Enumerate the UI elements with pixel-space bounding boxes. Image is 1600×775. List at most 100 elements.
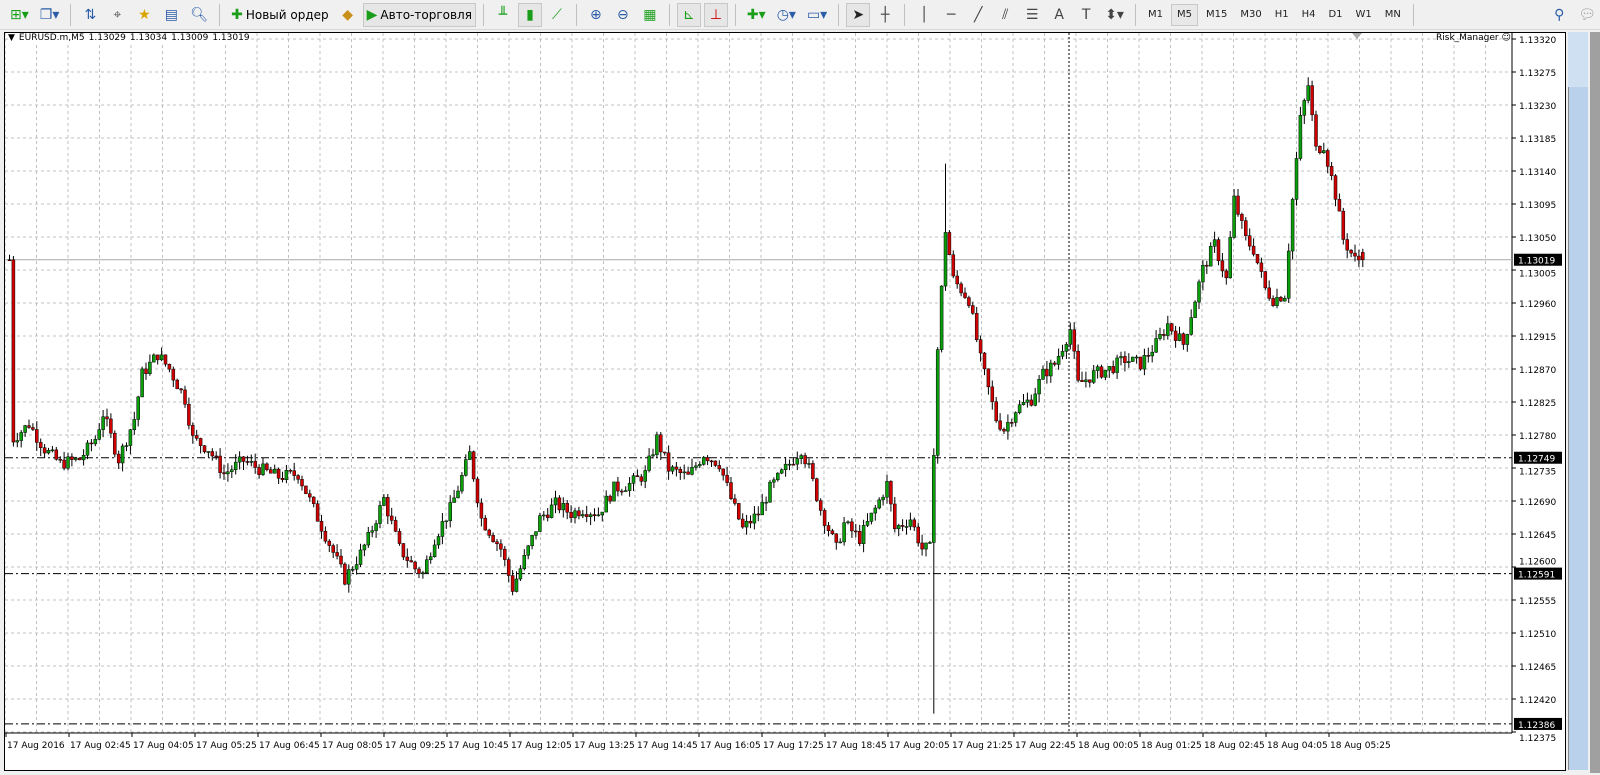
favorites-button[interactable]: ★ — [132, 3, 156, 27]
tf-mn[interactable]: MN — [1384, 9, 1401, 20]
tf-d1[interactable]: D1 — [1328, 9, 1343, 20]
candle-bear — [7, 259, 12, 261]
candle-bull — [581, 514, 585, 517]
terminal-button[interactable]: ▤ — [159, 3, 183, 27]
candle-bull — [1017, 404, 1022, 413]
horizontal-line-button[interactable]: ─ — [939, 3, 963, 27]
candle-bear — [510, 575, 515, 592]
cursor-button[interactable]: ➤ — [846, 2, 871, 27]
candle-bull — [378, 505, 382, 524]
candle-bull — [467, 451, 472, 460]
terminal-icon: ▤ — [164, 6, 178, 23]
candle-bear — [994, 401, 998, 422]
new-chart-button[interactable]: ⊞▾ — [6, 3, 33, 27]
candle-bull — [744, 520, 749, 528]
level-price-label-bg — [1514, 717, 1562, 730]
crosshair-button[interactable]: ┼ — [873, 3, 897, 27]
vertical-line-button[interactable]: │ — [912, 3, 936, 27]
text-label-icon: T — [1081, 6, 1091, 23]
candle-bull — [1290, 199, 1295, 252]
metaeditor-button[interactable]: ◆ — [336, 3, 360, 27]
tile-windows-icon: ▦ — [643, 6, 657, 23]
candle-bull — [600, 511, 605, 516]
profiles-button[interactable]: ❐▾ — [36, 3, 64, 27]
trendline-button[interactable]: ╱ — [966, 3, 990, 27]
candle-bull — [456, 490, 460, 499]
crosshair-icon: ┼ — [880, 6, 890, 23]
zoom-out-icon: ⊖ — [617, 6, 629, 23]
candle-bear — [916, 526, 920, 544]
new-order-button[interactable]: ✚ Новый ордер — [227, 3, 333, 27]
tf-m15[interactable]: M15 — [1205, 9, 1228, 20]
candle-bear — [194, 435, 199, 439]
candle-bear — [77, 457, 82, 461]
zoom-in-button[interactable]: ⊕ — [584, 3, 608, 27]
chat-icon: 💬︎ — [1578, 6, 1596, 23]
candle-bull — [81, 454, 86, 461]
time-label: 17 Aug 17:25 — [763, 741, 824, 751]
strategy-tester-button[interactable]: 🔍︎ — [186, 3, 212, 27]
chat-button[interactable]: 💬︎ — [1574, 3, 1600, 27]
candle-bull — [425, 559, 429, 573]
window-edge — [1590, 32, 1600, 773]
indicators-button[interactable]: ✚▾ — [743, 3, 770, 27]
bar-chart-button[interactable]: ╨ — [491, 3, 515, 27]
candle-bull — [698, 464, 702, 467]
candle-bear — [620, 490, 624, 493]
price-tick-label: 1.12825 — [1519, 399, 1556, 409]
fibonacci-button[interactable]: ☰ — [1020, 3, 1044, 27]
candle-bear — [822, 510, 827, 526]
periods-button[interactable]: ◷▾ — [773, 3, 800, 27]
vertical-scrollbar[interactable] — [1568, 32, 1588, 770]
candle-bear — [319, 521, 324, 532]
candle-bear — [179, 388, 183, 391]
candle-bear — [62, 459, 66, 469]
chart-menu-triangle-icon[interactable]: ▼ — [8, 33, 15, 43]
zoom-out-button[interactable]: ⊖ — [611, 3, 635, 27]
candle-bear — [144, 368, 148, 374]
chart-shift-button[interactable]: ⊥ — [703, 2, 728, 27]
tf-w1[interactable]: W1 — [1355, 9, 1372, 20]
price-chart[interactable]: 1.13320 1.13275 1.13230 1.13185 1.13140 1.130… — [4, 33, 1567, 772]
templates-button[interactable]: ▭▾ — [803, 3, 831, 27]
equidistant-channel-button[interactable]: ⫽ — [993, 3, 1017, 27]
tf-m30[interactable]: M30 — [1240, 9, 1262, 20]
tf-m5[interactable]: M5 — [1170, 3, 1198, 26]
line-chart-button[interactable]: ⟋ — [545, 3, 569, 27]
candle-bull — [935, 349, 940, 456]
time-label: 17 Aug 04:05 — [133, 741, 194, 751]
tf-m1[interactable]: M1 — [1147, 9, 1163, 20]
candle-bull — [514, 578, 519, 592]
tf-h1[interactable]: H1 — [1274, 9, 1289, 20]
candle-bear — [967, 297, 971, 306]
tile-windows-button[interactable]: ▦ — [638, 3, 662, 27]
market-watch-button[interactable]: ⇅ — [78, 3, 102, 27]
candle-bear — [327, 540, 332, 546]
navigator-button[interactable]: ⌖ — [105, 3, 129, 27]
auto-trading-button[interactable]: ▶ Авто-торговля — [362, 2, 476, 27]
candle-bull — [1283, 298, 1287, 302]
candle-bear — [565, 503, 569, 513]
high-value: 1.13034 — [129, 33, 168, 43]
search-button[interactable]: ⚲ — [1547, 3, 1571, 27]
candle-bear — [471, 451, 476, 480]
tf-h4[interactable]: H4 — [1301, 9, 1316, 20]
text-label-button[interactable]: T — [1074, 3, 1098, 27]
chart-window[interactable]: 1.13320 1.13275 1.13230 1.13185 1.13140 1.130… — [4, 32, 1566, 771]
text-button[interactable]: A — [1047, 3, 1071, 27]
arrows-button[interactable]: ⬍▾ — [1101, 3, 1128, 27]
candle-bear — [311, 496, 316, 505]
candle-bear — [70, 456, 74, 460]
scrollbar-thumb[interactable] — [1568, 32, 1588, 87]
candle-bull — [896, 525, 901, 530]
candle-bear — [171, 368, 176, 381]
candle-bull — [159, 354, 164, 361]
autoscroll-button[interactable]: ⊾ — [676, 2, 701, 27]
candle-bear — [826, 525, 831, 532]
candle-bull — [460, 475, 464, 492]
candle-bull — [627, 483, 632, 491]
candlestick-button[interactable]: ▮ — [517, 2, 542, 27]
candle-bull — [549, 504, 554, 518]
time-label: 17 Aug 06:45 — [259, 741, 320, 751]
candle-bear — [990, 386, 995, 402]
